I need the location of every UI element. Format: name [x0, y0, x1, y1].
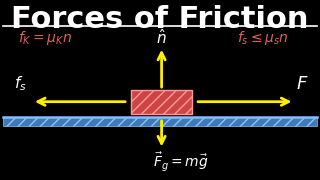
Text: $F$: $F$	[296, 75, 309, 93]
Text: $\vec{F}_g = m\vec{g}$: $\vec{F}_g = m\vec{g}$	[153, 150, 209, 174]
Bar	[131, 90, 192, 114]
Bar	[3, 117, 317, 126]
Text: Forces of Friction: Forces of Friction	[11, 5, 309, 34]
Text: $f_s$: $f_s$	[14, 74, 27, 93]
Text: $f_s \leq \mu_s n$: $f_s \leq \mu_s n$	[236, 29, 288, 47]
Text: $\hat{n}$: $\hat{n}$	[156, 28, 167, 47]
Text: $f_K = \mu_K n$: $f_K = \mu_K n$	[18, 29, 72, 47]
